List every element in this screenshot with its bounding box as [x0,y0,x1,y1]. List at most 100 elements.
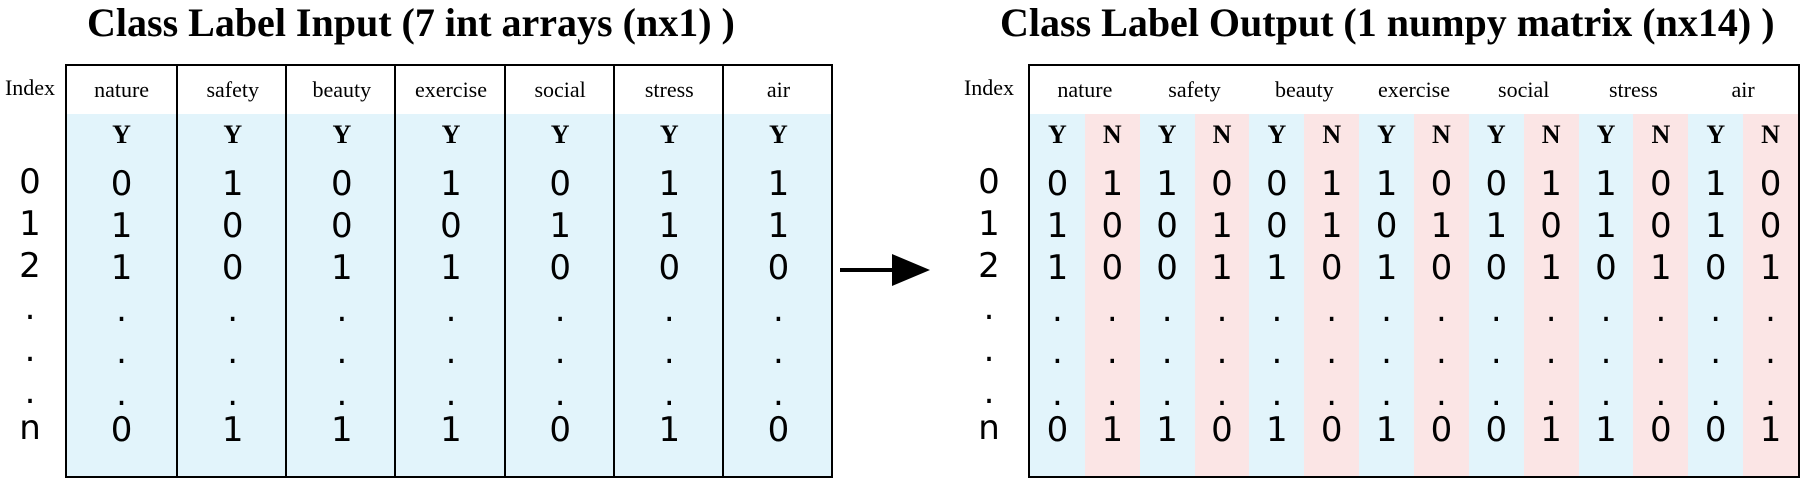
matrix-cell: . [1326,332,1338,372]
table-cell: 1 [440,164,462,204]
index-value: . [983,288,995,328]
table-cell: . [554,332,566,372]
table-cell: . [445,332,457,372]
matrix-cell: 1 [1375,248,1398,288]
yes-flag: Y [1596,120,1616,149]
matrix-cell: 1 [1266,248,1288,288]
matrix-cell: . [1271,374,1283,414]
table-cell: 0 [549,410,571,450]
matrix-cell: 0 [1430,164,1453,204]
matrix-cell: . [1216,290,1228,330]
table-cell: 1 [440,410,462,450]
no-flag: N [1212,120,1232,149]
column-header: social [505,66,615,114]
table-cell: . [336,374,348,414]
matrix-cell: . [1052,290,1063,330]
matrix-cell: 0 [1320,248,1343,288]
matrix-cell: 0 [1704,410,1727,450]
matrix-cell: 0 [1211,410,1233,450]
matrix-cell: . [1381,374,1392,414]
yes-flag: Y [769,120,788,149]
column-header: stress [614,66,724,114]
yes-flag: Y [1267,120,1287,149]
column-header: safety [178,66,288,114]
input-column: stress Y 1 1 0... 1 [612,66,724,476]
table-cell: 1 [221,164,244,204]
table-cell: 0 [767,410,790,450]
table-cell: 0 [221,248,244,288]
no-flag: N [1651,120,1671,149]
input-title: Class Label Input (7 int arrays (nx1) ) [87,0,735,45]
table-cell: . [116,332,127,372]
input-column: safety Y 1 0 0... 1 [176,66,288,476]
index-value: 2 [19,246,41,286]
table-cell: . [336,332,348,372]
matrix-cell: 0 [1650,164,1672,204]
yes-flag: Y [1157,120,1177,149]
matrix-cell: 0 [1704,248,1727,288]
matrix-cell: 1 [1704,164,1727,204]
yes-flag: Y [1048,120,1067,149]
input-column: exercise Y 1 0 1... 1 [394,66,506,476]
matrix-cell: 0 [1485,164,1508,204]
matrix-cell: 0 [1266,164,1288,204]
table-cell: . [227,332,239,372]
matrix-cell: 1 [1266,410,1288,450]
matrix-cell: . [1271,332,1283,372]
matrix-cell: . [1436,374,1447,414]
matrix-cell: 1 [1211,206,1233,246]
matrix-cell: 0 [1430,248,1453,288]
input-index-header: Index [4,75,56,100]
matrix-cell: . [1436,332,1447,372]
right-arrow-icon [840,254,930,286]
output-index-header: Index [963,75,1015,100]
index-value: n [978,408,1000,448]
table-cell: . [663,290,675,330]
matrix-cell: . [1490,290,1502,330]
no-flag: N [1432,120,1451,149]
input-column: air Y 1 1 0... 0 [721,66,831,476]
table-cell: . [445,290,457,330]
table-cell: . [554,374,566,414]
column-header: exercise [396,66,506,114]
matrix-cell: . [1545,374,1557,414]
table-cell: 1 [767,164,790,204]
matrix-cell: . [1161,332,1173,372]
table-cell: 0 [767,248,790,288]
table-cell: . [773,290,784,330]
matrix-cell: . [1106,332,1118,372]
table-cell: . [116,290,127,330]
matrix-cell: . [1052,374,1063,414]
matrix-cell: 1 [1375,164,1398,204]
column-group-header: stress [1578,66,1689,114]
table-cell: . [663,374,675,414]
table-cell: 0 [110,164,133,204]
matrix-cell: 0 [1101,206,1124,246]
matrix-cell: . [1600,290,1612,330]
index-value: . [24,288,36,328]
matrix-cell: 1 [1540,248,1562,288]
table-cell: . [773,332,784,372]
matrix-cell: 1 [1540,164,1562,204]
matrix-cell: 0 [1101,248,1124,288]
matrix-cell: 1 [1595,206,1617,246]
matrix-cell: 1 [1320,164,1343,204]
matrix-cell: 0 [1320,410,1343,450]
table-cell: . [554,290,566,330]
matrix-cell: 1 [1046,206,1069,246]
matrix-cell: 1 [1101,164,1124,204]
table-cell: . [773,374,784,414]
matrix-cell: 0 [1650,410,1672,450]
matrix-cell: . [1600,374,1612,414]
yes-flag: Y [1706,120,1726,149]
matrix-cell: 0 [1046,410,1069,450]
index-value: 1 [978,204,1000,244]
